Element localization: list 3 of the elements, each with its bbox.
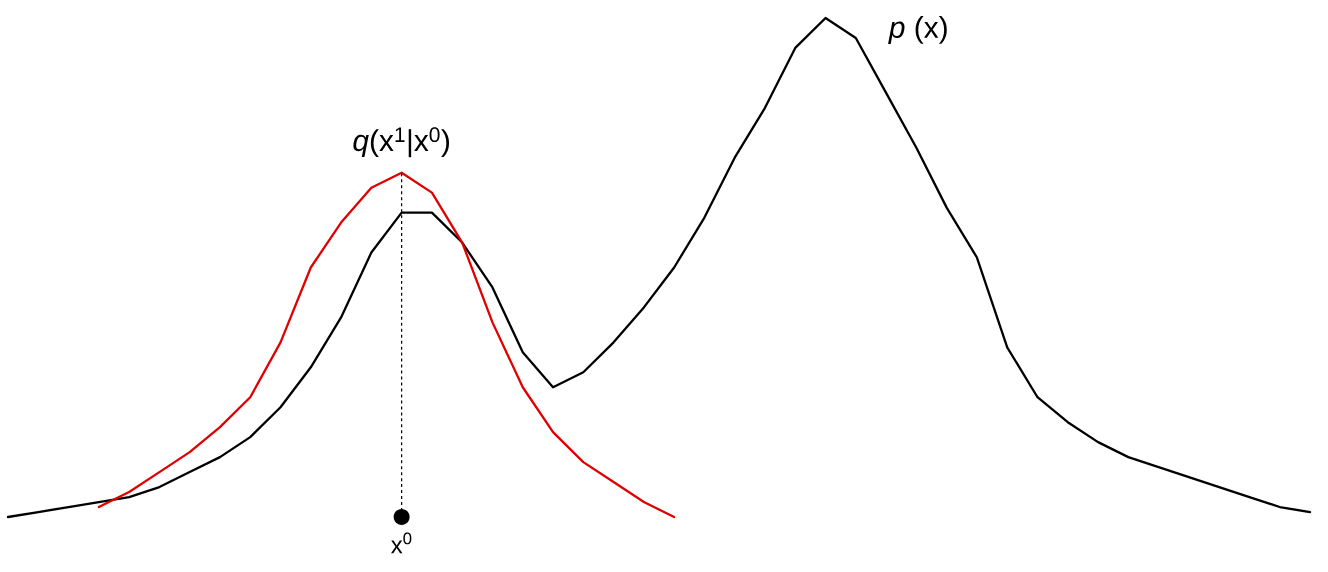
text: x$^{0}$ <box>391 532 412 554</box>
series-label: q(x$^{1}$|x$^{0}$) <box>353 127 449 158</box>
series-label: p (x) <box>888 16 947 44</box>
